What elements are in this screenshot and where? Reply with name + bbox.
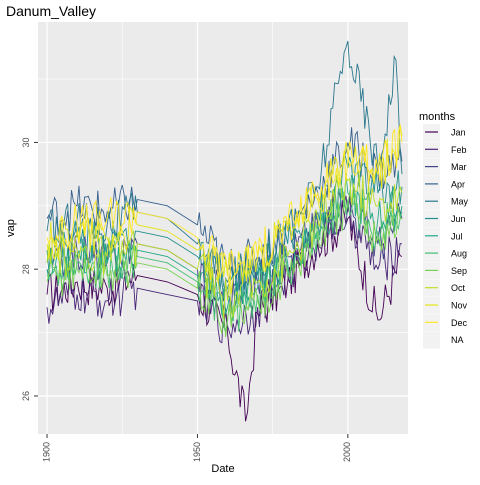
legend-label: Mar [451,162,467,172]
legend-label: Aug [451,249,467,259]
series-line-nov [46,125,403,295]
x-tick-label: 1950 [192,442,202,462]
x-tick-label: 1900 [41,442,51,462]
x-axis-title: Date [211,463,234,475]
y-tick-label: 30 [21,137,31,147]
y-axis-title: vap [5,219,17,237]
legend-label: Nov [451,301,468,311]
chart-title: Danum_Valley [6,3,97,19]
series-line-apr [46,127,403,287]
x-tick-label: 2000 [342,442,352,462]
series-line-dec [46,124,403,288]
legend-label: Sep [451,266,467,276]
legend-label: Dec [451,318,468,328]
legend-title: months [419,111,456,123]
legend-label: May [451,197,469,207]
legend-label: Jan [451,128,466,138]
series-line-jan [46,202,403,422]
series-line-aug [46,186,403,334]
series-line-feb [46,194,403,344]
legend-label: Oct [451,283,466,293]
series-line-oct [46,174,403,319]
legend-label: NA [451,335,464,345]
legend-label: Jun [451,214,466,224]
y-tick-label: 26 [21,391,31,401]
legend-label: Feb [451,145,467,155]
y-tick-label: 28 [21,264,31,274]
legend-label: Apr [451,179,465,189]
legend-key-bg [423,331,440,349]
legend-label: Jul [451,231,463,241]
